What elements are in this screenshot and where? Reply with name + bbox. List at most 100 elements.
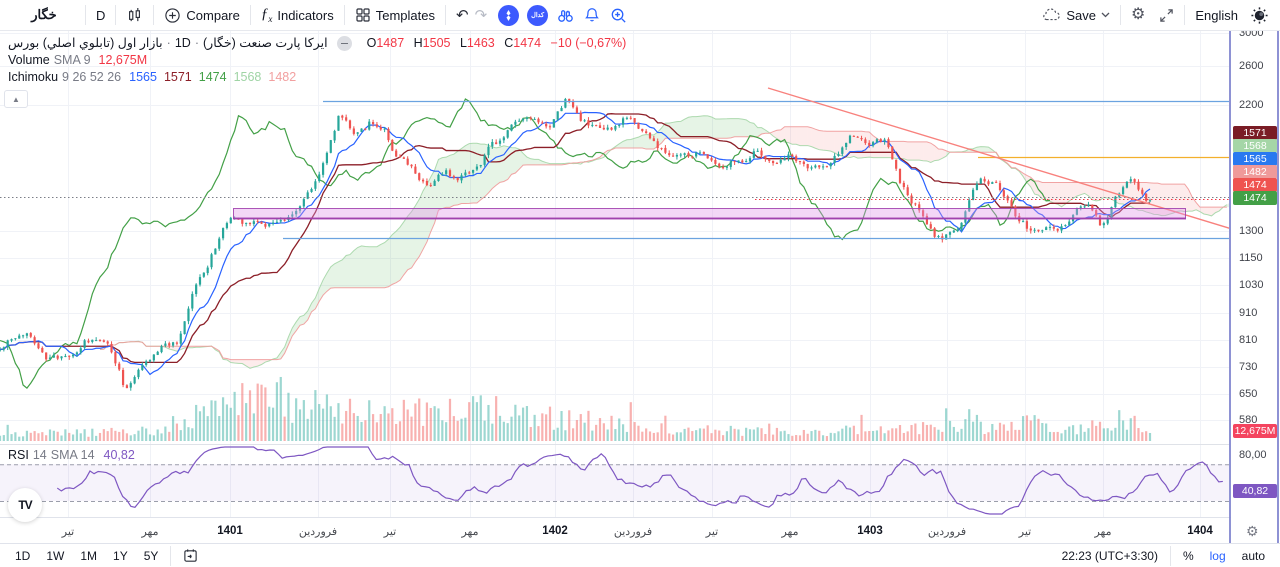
scanner-button[interactable] bbox=[605, 2, 632, 28]
price-axis[interactable]: 3000 2600 2200 1300 1150 1030 910 810 730 650 580 8… bbox=[1231, 30, 1280, 517]
ichimoku-legend-row[interactable]: Ichimoku 9 26 52 26 1565 1571 1474 1568 1482 bbox=[8, 69, 626, 86]
volume-legend-row[interactable]: Volume SMA 9 12,675M bbox=[8, 52, 626, 69]
symbol-button[interactable]: خگار bbox=[6, 2, 82, 28]
chart-style-button[interactable] bbox=[119, 2, 150, 28]
time-label: تیر bbox=[1018, 526, 1032, 538]
divider bbox=[444, 5, 446, 25]
auto-scale-button[interactable]: auto bbox=[1241, 548, 1265, 563]
fullscreen-icon bbox=[1159, 8, 1174, 23]
time-label: تیر bbox=[61, 526, 75, 538]
range-button-1w[interactable]: 1W bbox=[46, 548, 65, 563]
top-toolbar: خگار D Compare ƒx Indicators bbox=[0, 0, 1280, 31]
gear-icon: ⚙ bbox=[1131, 6, 1146, 23]
range-button-1y[interactable]: 1Y bbox=[113, 548, 128, 563]
redo-button[interactable]: ↷ bbox=[474, 7, 488, 24]
ichimoku-params: 9 26 52 26 bbox=[62, 70, 122, 84]
price-tick-label: 3000 bbox=[1239, 30, 1264, 39]
price-tick-label: 2600 bbox=[1239, 60, 1264, 72]
divider bbox=[85, 5, 86, 25]
theme-toggle-button[interactable] bbox=[1245, 2, 1274, 28]
symbol-title-row[interactable]: بازار اول (تابلوي اصلي) بورس · 1D · ايرك… bbox=[8, 35, 626, 52]
divider bbox=[343, 5, 345, 25]
range-button-1m[interactable]: 1M bbox=[80, 548, 98, 563]
indicators-label: Indicators bbox=[277, 7, 334, 23]
market-segment-label: بازار اول (تابلوي اصلي) بورس bbox=[8, 36, 163, 50]
compare-button[interactable]: Compare bbox=[157, 2, 246, 28]
price-tick-label: 650 bbox=[1239, 388, 1258, 400]
rsi-value: 40,82 bbox=[103, 448, 135, 462]
time-axis-gear-icon[interactable]: ⚙ bbox=[1246, 523, 1259, 539]
divider bbox=[249, 5, 251, 25]
codal-button[interactable]: كدال bbox=[523, 2, 552, 28]
interval-label: D bbox=[96, 7, 106, 23]
chevron-down-icon bbox=[1101, 12, 1110, 18]
settings-button[interactable]: ⚙ bbox=[1124, 2, 1152, 28]
ichimoku-title: Ichimoku bbox=[8, 70, 59, 84]
go-to-date-button[interactable] bbox=[176, 546, 205, 565]
close-value: 1474 bbox=[513, 36, 542, 50]
divider bbox=[115, 5, 117, 25]
chart-canvas[interactable] bbox=[0, 30, 1231, 517]
price-tick-label: 810 bbox=[1239, 334, 1258, 346]
tradingview-logo[interactable]: TV bbox=[8, 488, 42, 522]
time-label-year: 1402 bbox=[542, 525, 568, 537]
market-logo-button[interactable] bbox=[494, 2, 523, 28]
price-tick-label: 580 bbox=[1239, 414, 1258, 426]
time-label: مهر bbox=[141, 526, 159, 538]
price-badge: 1565 bbox=[1233, 152, 1277, 166]
ichimoku-value: 1565 bbox=[129, 70, 157, 84]
chart-legend: بازار اول (تابلوي اصلي) بورس · 1D · ايرك… bbox=[8, 35, 626, 86]
log-scale-button[interactable]: log bbox=[1209, 548, 1226, 563]
save-label: Save bbox=[1066, 7, 1097, 23]
indicators-button[interactable]: ƒx Indicators bbox=[254, 2, 341, 28]
divider bbox=[1120, 5, 1122, 25]
right-edge-border bbox=[1277, 30, 1279, 543]
templates-button[interactable]: Templates bbox=[348, 2, 442, 28]
rsi-legend-row[interactable]: RSI 14 SMA 14 40,82 bbox=[8, 448, 135, 462]
top-toolbar-right: Save ⚙ English bbox=[1034, 0, 1280, 30]
high-value: 1505 bbox=[422, 36, 451, 50]
range-button-1d[interactable]: 1D bbox=[15, 548, 31, 563]
interval-button[interactable]: D bbox=[89, 2, 112, 28]
ohlc-values: O1487 H1505 L1463 C1474 −10 (−0,67%) bbox=[366, 36, 627, 50]
time-label: مهر bbox=[1094, 526, 1112, 538]
price-tick-label: 1300 bbox=[1239, 225, 1264, 237]
legend-collapse-button[interactable]: ▲ bbox=[4, 90, 28, 108]
low-value: 1463 bbox=[466, 36, 495, 50]
fullscreen-button[interactable] bbox=[1152, 2, 1181, 28]
candlestick-icon bbox=[126, 7, 143, 24]
rsi-sma-params: SMA 14 bbox=[50, 448, 95, 462]
price-badge: 12,675M bbox=[1233, 424, 1277, 438]
time-label: تیر bbox=[705, 526, 719, 538]
price-badge: 1571 bbox=[1233, 126, 1277, 140]
divider bbox=[1184, 5, 1186, 25]
ichimoku-value: 1482 bbox=[268, 70, 297, 84]
time-label: فروردین bbox=[927, 526, 967, 538]
hide-series-button[interactable] bbox=[336, 36, 352, 51]
bottom-toolbar-right: 22:23 (UTC+3:30) % log auto bbox=[1055, 545, 1280, 566]
alerts-button[interactable] bbox=[579, 2, 605, 28]
dot-separator: · bbox=[194, 36, 199, 50]
range-button-5y[interactable]: 5Y bbox=[143, 548, 159, 563]
market-logo-icon bbox=[498, 4, 520, 26]
rsi-length: 14 bbox=[32, 448, 47, 462]
language-button[interactable]: English bbox=[1188, 2, 1245, 28]
save-button[interactable]: Save bbox=[1034, 2, 1117, 28]
plus-circle-icon bbox=[164, 7, 181, 24]
clock-label[interactable]: 22:23 (UTC+3:30) bbox=[1061, 548, 1158, 563]
price-tick-label: 1150 bbox=[1239, 252, 1263, 264]
ichimoku-value: 1474 bbox=[198, 70, 227, 84]
undo-button[interactable]: ↶ bbox=[455, 7, 469, 24]
top-toolbar-left: خگار D Compare ƒx Indicators bbox=[0, 0, 632, 30]
codal-label: كدال bbox=[531, 12, 545, 19]
time-axis[interactable]: تیر مهر 1401 فروردین تیر مهر 1402 فروردین تیر مهر… bbox=[0, 517, 1231, 544]
price-tick-label: 1030 bbox=[1239, 279, 1264, 291]
volume-title: Volume bbox=[8, 53, 50, 67]
price-tick-label: 80,00 bbox=[1239, 449, 1267, 461]
watchlist-button[interactable] bbox=[552, 2, 579, 28]
price-tick-label: 730 bbox=[1239, 361, 1258, 373]
percent-scale-button[interactable]: % bbox=[1182, 548, 1194, 563]
language-label: English bbox=[1195, 7, 1238, 23]
bell-icon bbox=[583, 6, 601, 24]
